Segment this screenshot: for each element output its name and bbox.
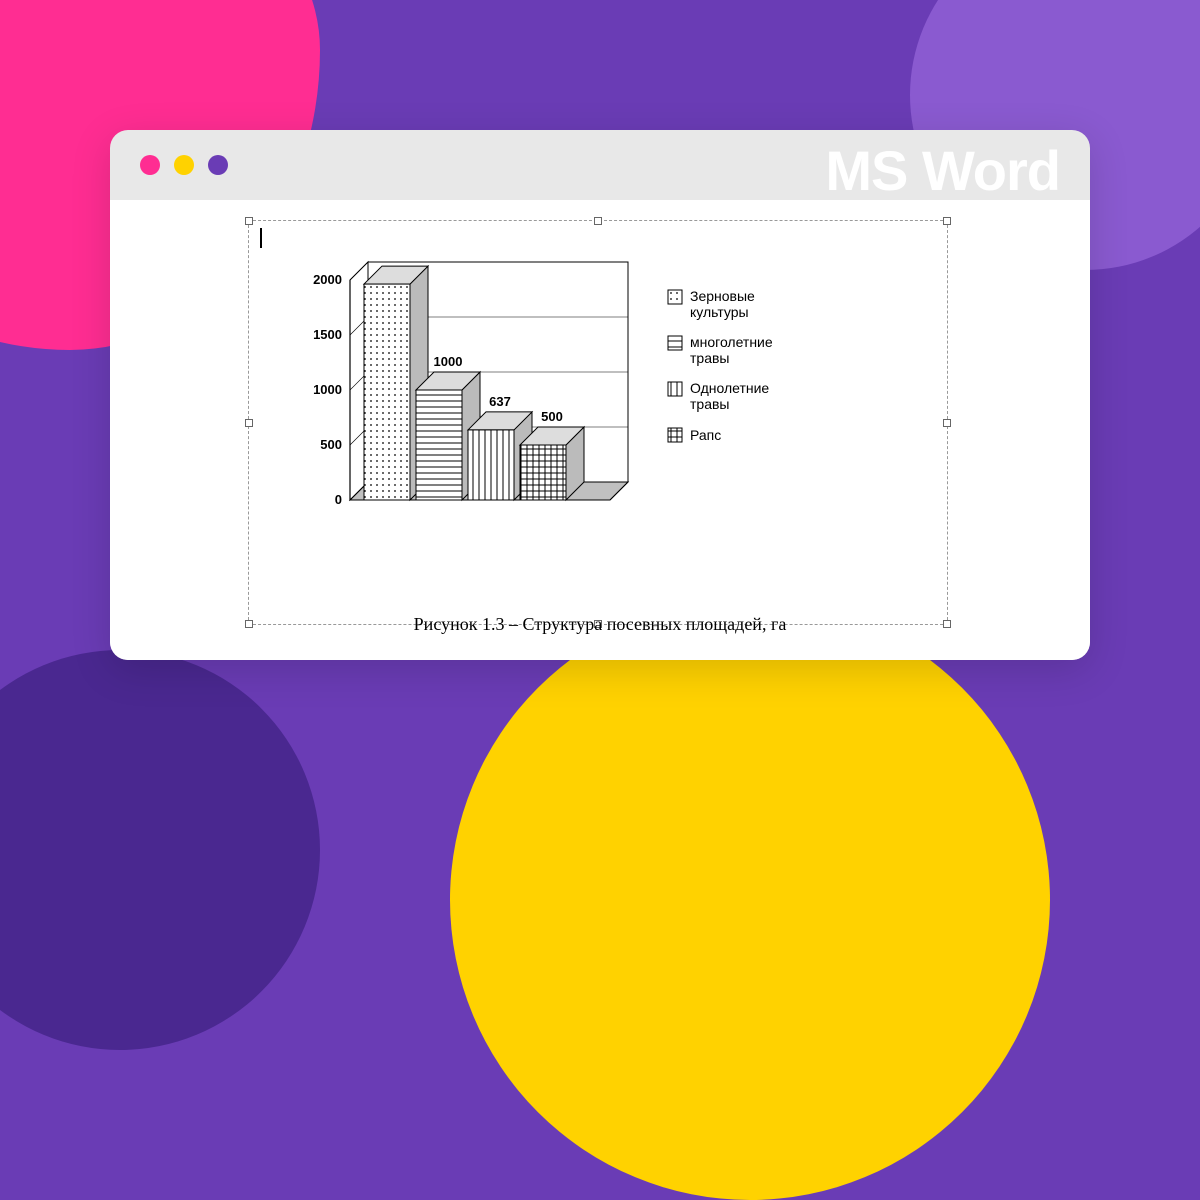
- svg-text:культуры: культуры: [690, 304, 749, 320]
- svg-text:637: 637: [489, 394, 511, 409]
- svg-text:1000: 1000: [434, 354, 463, 369]
- chart-figure[interactable]: 0 500 1000 1500 2000 1963 1000 637 500 Зерновыеку…: [290, 260, 890, 570]
- app-window: MS Word 0 500 1000 1500 2000 1963 1000 637 500 Зе…: [110, 130, 1090, 660]
- figure-caption: Рисунок 1.3 – Структура посевных площаде…: [110, 614, 1090, 635]
- svg-text:травы: травы: [690, 350, 729, 366]
- document-canvas[interactable]: 0 500 1000 1500 2000 1963 1000 637 500 Зерновыеку…: [110, 200, 1090, 660]
- svg-text:1000: 1000: [313, 382, 342, 397]
- svg-text:1500: 1500: [313, 327, 342, 342]
- svg-text:Однолетние: Однолетние: [690, 380, 769, 396]
- minimize-dot[interactable]: [174, 155, 194, 175]
- bg-yellow-blob: [450, 600, 1050, 1200]
- svg-text:1963: 1963: [382, 260, 411, 263]
- svg-text:0: 0: [335, 492, 342, 507]
- resize-handle-tr[interactable]: [943, 217, 951, 225]
- svg-text:многолетние: многолетние: [690, 334, 773, 350]
- svg-text:травы: травы: [690, 396, 729, 412]
- window-controls: [140, 155, 228, 175]
- close-dot[interactable]: [140, 155, 160, 175]
- resize-handle-mr[interactable]: [943, 419, 951, 427]
- bar-chart-svg: 0 500 1000 1500 2000 1963 1000 637 500 Зерновыеку…: [290, 260, 890, 570]
- resize-handle-ml[interactable]: [245, 419, 253, 427]
- resize-handle-tl[interactable]: [245, 217, 253, 225]
- svg-text:Зерновые: Зерновые: [690, 288, 755, 304]
- svg-text:500: 500: [320, 437, 342, 452]
- title-bar: MS Word: [110, 130, 1090, 200]
- svg-text:Рапс: Рапс: [690, 427, 721, 443]
- svg-text:500: 500: [541, 409, 563, 424]
- svg-text:2000: 2000: [313, 272, 342, 287]
- maximize-dot[interactable]: [208, 155, 228, 175]
- bg-dark-blob: [0, 650, 320, 1050]
- resize-handle-tm[interactable]: [594, 217, 602, 225]
- app-title: MS Word: [825, 138, 1060, 203]
